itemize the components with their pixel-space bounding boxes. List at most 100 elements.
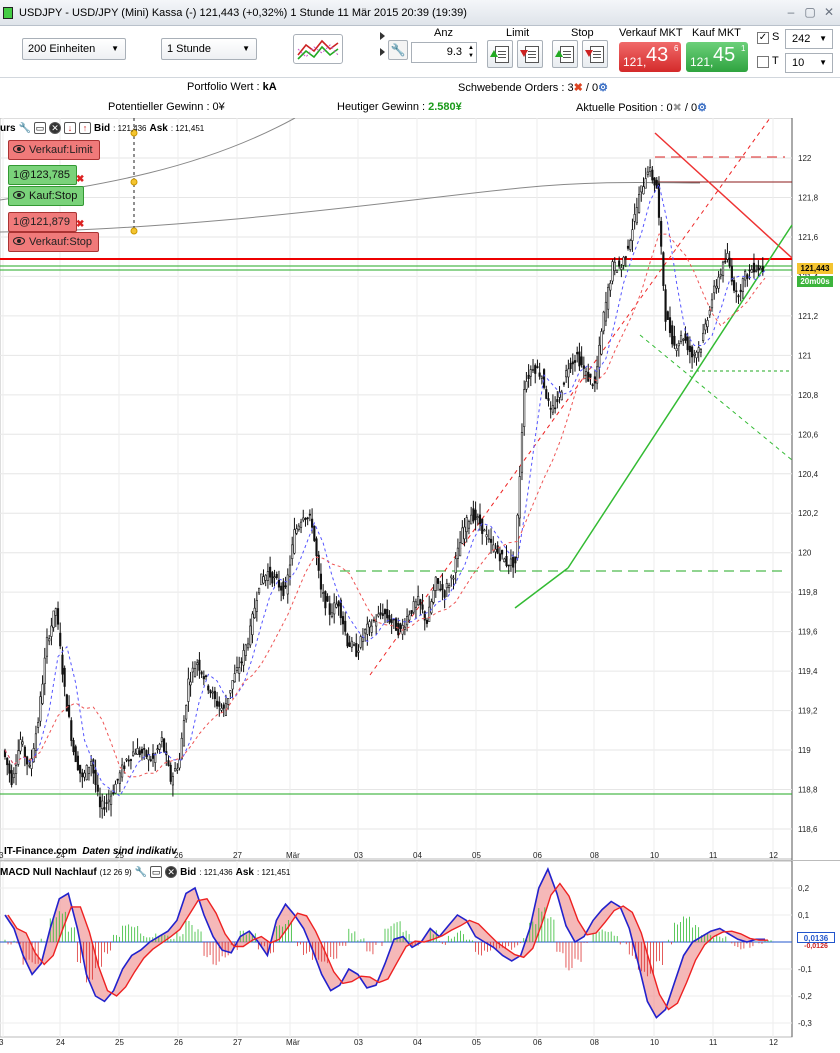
candle-body [724,260,727,263]
strategy-chart-button[interactable] [293,34,343,64]
candle-body [531,369,535,371]
candle-body [501,550,504,555]
minimize-icon[interactable]: – [787,5,795,19]
move-up-icon[interactable]: ↑ [79,122,92,134]
window-icon[interactable]: ▭ [34,122,47,134]
limit-sell-button[interactable] [517,40,543,68]
window-icon[interactable]: ▭ [150,866,163,878]
cancel-order-icon[interactable]: ✖ [76,219,85,230]
candle-body [423,611,426,621]
candle-body [697,347,700,353]
candle-body [390,619,393,624]
mini-chart-icon [297,39,339,60]
candle-body [282,581,285,596]
arrow-up-icon [490,50,498,57]
candle-body [260,573,263,586]
candle-body [231,680,234,690]
order-qty: 1@121,879 [13,216,71,228]
t-value-select[interactable]: 10 ▼ [785,53,833,73]
close-circle-icon[interactable]: ✕ [165,866,178,878]
stop-buy-button[interactable] [552,40,578,68]
units-select[interactable]: 200 Einheiten ▼ [22,38,126,60]
delete-icon[interactable]: ✖ [672,102,682,114]
wrench-icon[interactable]: 🔧 [18,122,32,134]
anz-input[interactable]: 9.3 ▲ ▼ [411,42,477,63]
eye-icon[interactable] [13,191,25,199]
settings-wrench-button[interactable]: 🔧 [388,40,408,60]
order-sell-stop[interactable]: Verkauf:Stop [8,232,99,252]
limit-buy-button[interactable] [487,40,513,68]
candle-body [158,744,161,750]
price-tick-label: 119,4 [798,667,818,676]
pending-orders[interactable]: Schwebende Orders : 3✖ / 0⚙ [458,81,608,94]
move-down-icon[interactable]: ↓ [64,122,77,134]
candle-body [679,335,683,342]
candle-body [509,558,513,566]
candle-body [171,776,174,786]
candle-body [591,384,594,387]
portfolio-value: Portfolio Wert : kA [187,81,277,93]
candle-body [76,755,79,771]
candle-body [341,616,345,625]
close-circle-icon[interactable]: ✕ [49,122,62,134]
order-buy-stop[interactable]: Kauf:Stop [8,186,85,206]
candle-body [562,382,566,385]
order-sell-limit[interactable]: Verkauf:Limit [8,140,100,160]
maximize-icon[interactable]: ▢ [804,5,816,19]
candle-body [529,369,532,377]
time-tick-label: Mär [286,851,300,860]
order-label: Verkauf:Stop [29,236,92,248]
pending-orders-label: Schwebende Orders : 3 [458,82,574,94]
cancel-order-icon[interactable]: ✖ [76,174,85,185]
eye-icon[interactable] [13,237,25,245]
spinner-icon[interactable]: ▲ ▼ [468,45,474,59]
gear-icon[interactable]: ⚙ [697,102,708,114]
macd-panel[interactable]: 0,2 0,1 -0,1 -0,2 -0,3 3 24 25 26 27 Mär 03 04 05 06 08… [0,860,840,1053]
candle-body [494,548,497,553]
current-position-label: Aktuelle Position : 0 [576,102,673,114]
eye-icon[interactable] [13,145,25,153]
candle-body [136,748,139,755]
candle-body [220,707,223,711]
candle-body [702,332,705,341]
stop-sell-button[interactable] [582,40,608,68]
wrench-icon[interactable]: 🔧 [134,866,148,878]
price-chart-canvas[interactable]: 122121,8121,6121,4121,2121120,8120,6120,… [0,118,840,860]
gear-icon[interactable]: ⚙ [598,82,608,94]
candle-body [328,603,331,615]
price-tick-label: 120,6 [798,430,819,439]
candle-body [277,579,281,588]
sell-market-button[interactable]: 121, 43 6 [619,42,681,72]
candle-body [640,185,643,193]
candle-body [721,261,725,276]
candle-body [218,701,221,707]
current-position[interactable]: Aktuelle Position : 0✖ / 0⚙ [576,101,707,114]
s-value-select[interactable]: 242 ▼ [785,29,833,49]
checkmark-icon: ✓ [758,32,768,43]
candle-timer-tag: 20m00s [797,276,833,287]
interval-select[interactable]: 1 Stunde ▼ [161,38,257,60]
candle-body [463,526,466,540]
delete-icon[interactable]: ✖ [573,82,583,94]
close-icon[interactable]: ✕ [823,5,835,19]
t-checkbox[interactable] [757,56,769,68]
candle-body [364,629,367,634]
buy-price-prefix: 121, [690,55,714,69]
candle-body [489,538,493,543]
toolbar-grip[interactable] [380,30,386,70]
order-sheet-icon [525,46,539,63]
candle-body [478,514,482,525]
s-checkbox[interactable]: ✓ [757,32,769,44]
macd-chart-canvas[interactable]: 0,2 0,1 -0,1 -0,2 -0,3 3 24 25 26 27 Mär 03 04 05 06 08… [0,861,840,1053]
macd-signal-tag: -0,0126 [804,943,828,950]
candle-body [67,704,71,717]
candle-body [182,720,186,747]
order-qty-buy[interactable]: 1@123,785 [8,165,78,185]
buy-market-button[interactable]: 121, 45 1 [686,42,748,72]
price-chart[interactable]: 122121,8121,6121,4121,2121120,8120,6120,… [0,118,840,860]
candle-body [8,763,11,774]
macd-tick-label: -0,2 [798,992,812,1001]
order-qty-sell[interactable]: 1@121,879 [8,212,78,232]
candle-body [618,260,621,267]
candle-body [326,596,329,602]
